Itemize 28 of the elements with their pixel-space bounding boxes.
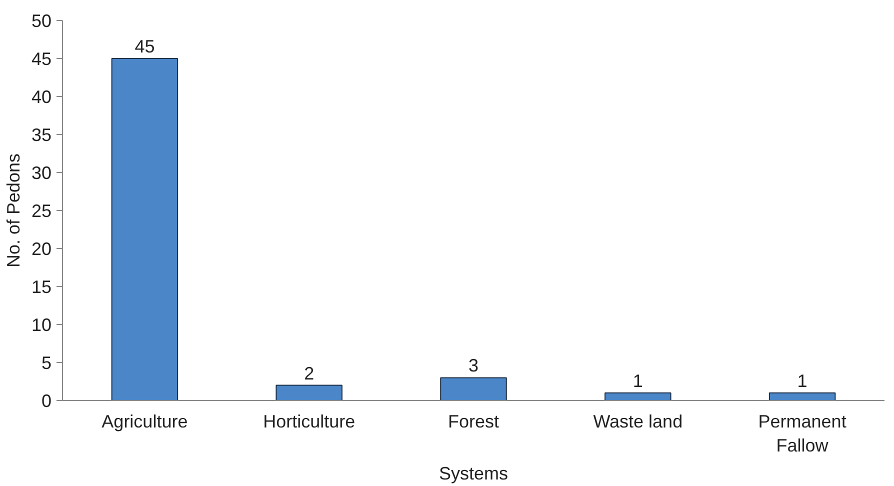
y-tick-label: 35 <box>31 125 52 145</box>
data-label: 1 <box>632 370 643 391</box>
y-axis-title: No. of Pedons <box>3 153 24 268</box>
y-tick-label: 10 <box>31 315 52 335</box>
y-tick-label: 15 <box>31 277 52 297</box>
bar <box>111 58 178 400</box>
x-axis-title: Systems <box>438 464 508 484</box>
y-tick-label: 5 <box>41 353 52 373</box>
bar <box>768 392 836 400</box>
x-tick-label: Forest <box>448 412 500 432</box>
x-tick-label: Permanent Fallow <box>758 412 846 456</box>
y-tick-label: 0 <box>41 391 52 411</box>
bar <box>276 384 342 400</box>
x-tick-label: Agriculture <box>102 412 188 432</box>
y-tick-label: 20 <box>31 239 52 259</box>
bar <box>604 392 672 400</box>
y-tick-label: 50 <box>31 11 52 31</box>
y-tick-label: 25 <box>31 201 52 221</box>
bar <box>440 377 507 400</box>
data-label: 45 <box>134 36 155 56</box>
data-label: 1 <box>797 370 808 391</box>
x-tick-label: Horticulture <box>263 412 356 432</box>
data-label: 2 <box>304 363 314 384</box>
y-tick-label: 45 <box>31 49 52 69</box>
data-label: 3 <box>468 356 479 376</box>
x-tick-label: Waste land <box>593 412 683 432</box>
y-tick-label: 40 <box>31 87 52 107</box>
y-tick-label: 30 <box>31 163 52 183</box>
